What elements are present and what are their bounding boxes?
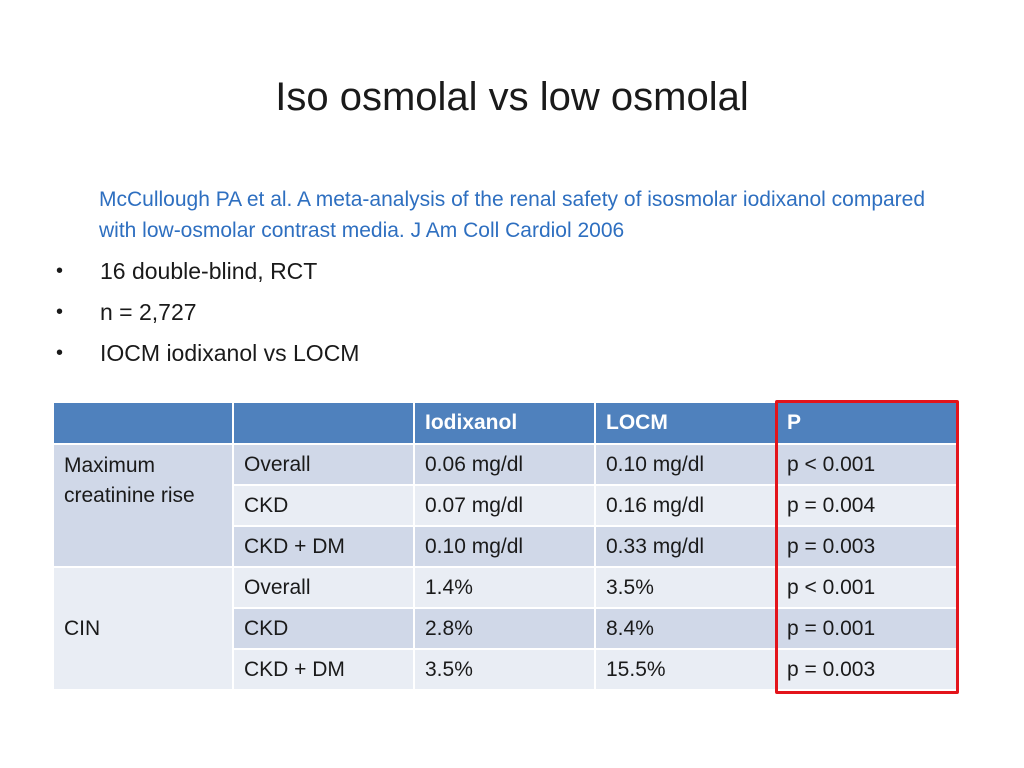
bullet-item: • n = 2,727 <box>56 292 359 333</box>
results-table: Iodixanol LOCM P Maximum creatinine rise… <box>52 401 958 691</box>
group-label-cin: CIN <box>52 566 234 691</box>
table-cell: 0.16 mg/dl <box>594 484 777 527</box>
bullet-icon: • <box>56 301 64 323</box>
group-label-creatinine: Maximum creatinine rise <box>52 443 234 568</box>
table-cell: p = 0.004 <box>775 484 958 527</box>
table-cell: 3.5% <box>413 648 596 691</box>
table-cell: 3.5% <box>594 566 777 609</box>
bullet-text: IOCM iodixanol vs LOCM <box>100 340 360 366</box>
bullet-item: • 16 double-blind, RCT <box>56 251 359 292</box>
table-header-locm: LOCM <box>594 401 777 445</box>
table-cell: p = 0.001 <box>775 607 958 650</box>
bullet-item: • IOCM iodixanol vs LOCM <box>56 333 359 374</box>
table-header-p: P <box>775 401 958 445</box>
table-row: CKD + DM 0.10 mg/dl 0.33 mg/dl p = 0.003 <box>53 525 958 568</box>
table-cell: CKD + DM <box>232 648 415 691</box>
bullet-icon: • <box>56 342 64 364</box>
slide-title: Iso osmolal vs low osmolal <box>275 75 749 119</box>
table-cell: Overall <box>232 566 415 609</box>
bullet-list: • 16 double-blind, RCT • n = 2,727 • IOCM i… <box>56 251 359 374</box>
table-cell: CKD <box>232 484 415 527</box>
table-cell: Overall <box>232 443 415 486</box>
reference-citation: McCullough PA et al. A meta-analysis of … <box>99 188 926 242</box>
table-cell: p = 0.003 <box>775 525 958 568</box>
table-row: Maximum creatinine rise Overall 0.06 mg/… <box>52 443 958 568</box>
table-cell: CKD <box>232 607 415 650</box>
table-row: CKD 2.8% 8.4% p = 0.001 <box>53 607 958 650</box>
table-cell: p < 0.001 <box>775 566 958 609</box>
table-cell: 0.10 mg/dl <box>413 525 596 568</box>
table-cell: 15.5% <box>594 648 777 691</box>
table-row: CIN Overall 1.4% 3.5% p < 0.001 <box>52 566 958 691</box>
table-cell: 0.10 mg/dl <box>594 443 777 486</box>
table-cell: p < 0.001 <box>775 443 958 486</box>
table-cell: 8.4% <box>594 607 777 650</box>
table-header-iodixanol: Iodixanol <box>413 401 596 445</box>
table-row: CKD 0.07 mg/dl 0.16 mg/dl p = 0.004 <box>53 484 958 527</box>
table-cell: p = 0.003 <box>775 648 958 691</box>
table-header-cell <box>232 401 415 445</box>
bullet-icon: • <box>56 260 64 282</box>
table-cell: 0.33 mg/dl <box>594 525 777 568</box>
table-cell: 0.07 mg/dl <box>413 484 596 527</box>
table-cell: CKD + DM <box>232 525 415 568</box>
table-header-row: Iodixanol LOCM P <box>52 401 958 445</box>
table-cell: 0.06 mg/dl <box>413 443 596 486</box>
table-row: CKD + DM 3.5% 15.5% p = 0.003 <box>53 648 958 691</box>
table-cell: 2.8% <box>413 607 596 650</box>
bullet-text: n = 2,727 <box>100 299 197 325</box>
bullet-text: 16 double-blind, RCT <box>100 258 318 284</box>
table-cell: 1.4% <box>413 566 596 609</box>
table-header-cell <box>52 401 234 445</box>
